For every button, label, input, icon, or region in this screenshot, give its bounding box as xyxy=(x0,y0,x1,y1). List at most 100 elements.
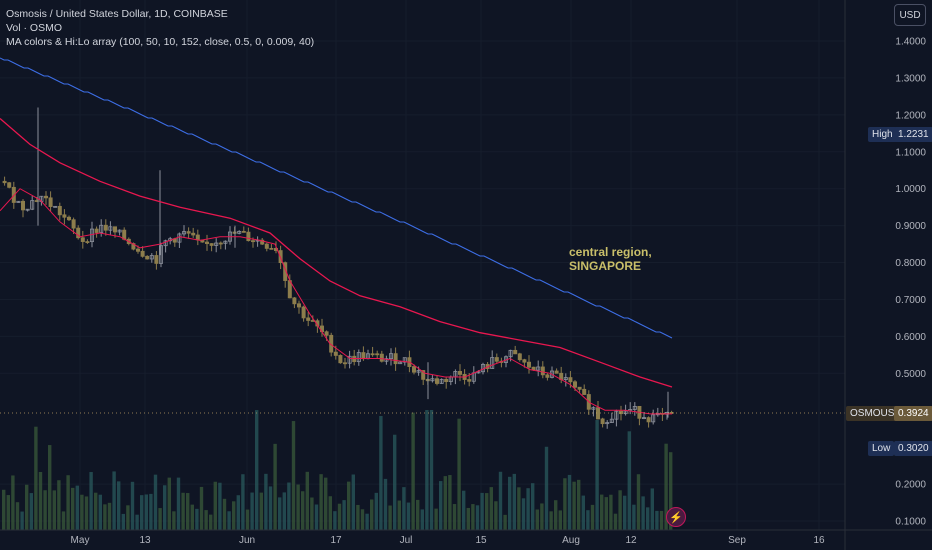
candle-body xyxy=(600,418,605,425)
x-tick-label: Jul xyxy=(400,535,413,546)
x-tick-label: May xyxy=(71,535,90,546)
volume-bar xyxy=(195,508,199,530)
ma-slow-line xyxy=(0,57,673,339)
candle-body xyxy=(20,200,25,211)
candle-body xyxy=(181,231,186,235)
volume-bar xyxy=(627,431,631,530)
y-tick-label: 1.1000 xyxy=(895,147,926,158)
volume-bar xyxy=(586,510,590,530)
candle-body xyxy=(145,255,150,260)
volume-bar xyxy=(439,481,443,530)
candle-body xyxy=(260,239,265,245)
volume-bar xyxy=(324,477,328,530)
candle-body xyxy=(623,410,628,415)
candle-body xyxy=(44,195,49,199)
volume-bar xyxy=(255,410,259,530)
volume-bar xyxy=(632,504,636,530)
volume-bar xyxy=(485,493,489,530)
volume-bar xyxy=(351,474,355,530)
candle-body xyxy=(53,205,58,208)
volume-bar xyxy=(618,490,622,530)
x-tick-label: 15 xyxy=(475,535,487,546)
candle-body xyxy=(306,317,311,321)
candle-body xyxy=(296,303,301,308)
volume-bar xyxy=(540,503,544,530)
volume-bar xyxy=(577,479,581,530)
volume-bar xyxy=(135,514,139,530)
volume-bar xyxy=(2,489,6,530)
volume-bar xyxy=(149,493,153,530)
chart-legend: Osmosis / United States Dollar, 1D, COIN… xyxy=(6,7,314,49)
candle-body xyxy=(554,370,559,374)
volume-bar xyxy=(356,504,360,530)
volume-bar xyxy=(34,426,38,530)
volume-bar xyxy=(655,510,659,530)
candle-body xyxy=(642,417,647,420)
symbol-title[interactable]: Osmosis / United States Dollar, 1D, COIN… xyxy=(6,8,228,20)
candle-body xyxy=(324,331,329,336)
candle-body xyxy=(439,378,444,384)
volume-bar xyxy=(268,486,273,530)
y-tick-label: 0.5000 xyxy=(895,369,926,380)
volume-bar xyxy=(425,410,429,530)
currency-button[interactable]: USD xyxy=(894,4,926,26)
candle-body xyxy=(444,378,449,383)
volume-bar xyxy=(43,490,47,530)
volume-bar xyxy=(517,487,521,530)
volume-bar xyxy=(107,502,112,530)
volume-bar xyxy=(305,471,309,530)
volume-bar xyxy=(52,490,56,530)
candle-body xyxy=(191,232,196,236)
volume-bar xyxy=(393,434,397,530)
lightning-icon[interactable]: ⚡ xyxy=(666,507,686,527)
volume-bar xyxy=(75,485,79,530)
high-value: 1.2231 xyxy=(894,127,932,142)
candle-body xyxy=(342,362,347,365)
candle-body xyxy=(48,197,53,207)
candle-body xyxy=(140,250,145,257)
volume-bar xyxy=(650,488,654,530)
volume-bar xyxy=(379,415,383,530)
ma-fast-line xyxy=(0,118,673,388)
candle-body xyxy=(527,361,532,368)
volume-bar xyxy=(406,502,411,530)
volume-bar xyxy=(466,507,470,530)
volume-bar xyxy=(462,490,466,530)
volume-bar xyxy=(301,491,305,530)
candle-body xyxy=(30,200,35,210)
candle-body xyxy=(85,241,90,243)
volume-bar xyxy=(669,452,673,530)
indicator-legend[interactable]: MA colors & Hi:Lo array (100, 50, 10, 15… xyxy=(6,36,315,48)
candle-body xyxy=(80,237,85,242)
candle-body xyxy=(246,231,251,242)
candle-body xyxy=(94,228,99,233)
candle-body xyxy=(421,370,426,380)
annotation-line-1: central region, xyxy=(569,245,652,259)
volume-bar xyxy=(176,477,181,530)
candle-body xyxy=(241,230,246,233)
candle-body xyxy=(264,243,269,249)
volume-legend[interactable]: Vol · OSMO xyxy=(6,22,63,34)
y-tick-label: 0.6000 xyxy=(895,332,926,343)
volume-bar xyxy=(144,494,148,530)
volume-bar xyxy=(416,499,420,530)
candle-body xyxy=(416,370,421,373)
candle-body xyxy=(522,359,527,363)
volume-bar xyxy=(475,505,480,530)
volume-bar xyxy=(581,495,585,530)
candle-body xyxy=(494,357,499,362)
ma-short-line xyxy=(0,188,672,415)
volume-bar xyxy=(333,511,337,530)
candle-body xyxy=(609,418,614,423)
volume-bar xyxy=(218,482,222,530)
volume-bar xyxy=(595,420,599,530)
volume-bar xyxy=(57,480,61,530)
price-label: OSMOUSD xyxy=(846,406,906,421)
volume-bar xyxy=(590,504,595,530)
candle-body xyxy=(393,353,398,365)
volume-bar xyxy=(664,443,668,530)
candle-body xyxy=(301,306,306,319)
candle-body xyxy=(545,374,550,378)
